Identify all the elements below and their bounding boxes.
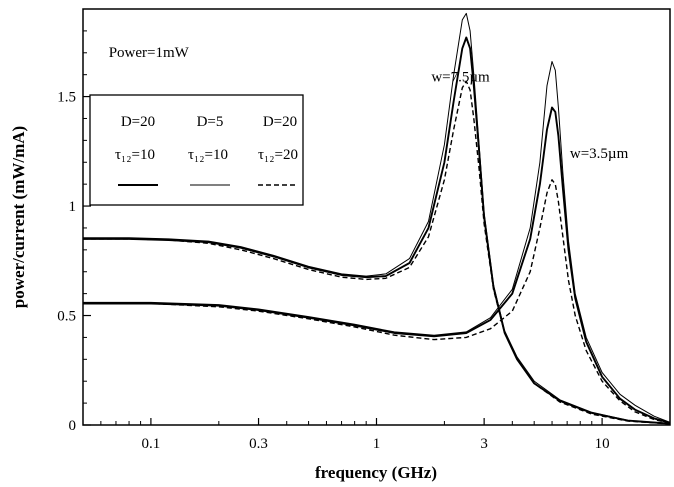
legend: D=20 D=5 D=20 τ₁₂=10 τ₁₂=10 τ₁₂=20 bbox=[89, 94, 304, 206]
series-line-4 bbox=[83, 61, 671, 423]
x-tick-label-4: 10 bbox=[595, 436, 610, 452]
series-line-0 bbox=[83, 36, 671, 425]
annotation-1: w=7.5µm bbox=[431, 69, 490, 85]
legend-col-2-line-2: τ₁₂=10 bbox=[188, 147, 228, 163]
legend-col-1-line-2: τ₁₂=10 bbox=[115, 147, 155, 163]
legend-col-3-line-2: τ₁₂=20 bbox=[258, 147, 298, 163]
plot-frame bbox=[82, 8, 671, 426]
x-tick-label-0: 0.1 bbox=[142, 436, 161, 452]
x-axis-title: frequency (GHz) bbox=[315, 463, 437, 482]
y-tick-label-2: 1 bbox=[69, 199, 77, 215]
y-tick-label-3: 1.5 bbox=[57, 90, 76, 106]
annotations: Power=1mW w=7.5µm w=3.5µm bbox=[109, 45, 629, 162]
x-tick-label-1: 0.3 bbox=[249, 436, 268, 452]
annotation-2: w=3.5µm bbox=[570, 146, 629, 162]
annotation-0: Power=1mW bbox=[109, 45, 190, 61]
curves bbox=[83, 12, 671, 425]
legend-col-2-line-1: D=5 bbox=[197, 114, 224, 130]
legend-col-1-line-1: D=20 bbox=[121, 114, 155, 130]
axis-ticks: 0.1 0.3 1 3 10 0 0.5 1 1.5 bbox=[57, 30, 671, 452]
y-axis-title: power/current (mW/mA) bbox=[9, 126, 28, 308]
legend-col-3-line-1: D=20 bbox=[263, 114, 297, 130]
legend-box bbox=[89, 94, 304, 206]
y-tick-label-1: 0.5 bbox=[57, 309, 76, 325]
x-tick-label-3: 3 bbox=[480, 436, 488, 452]
series-line-1 bbox=[83, 12, 671, 424]
series-line-5 bbox=[83, 179, 671, 424]
x-tick-label-2: 1 bbox=[373, 436, 381, 452]
series-line-3 bbox=[83, 106, 671, 424]
y-tick-label-0: 0 bbox=[69, 418, 77, 434]
